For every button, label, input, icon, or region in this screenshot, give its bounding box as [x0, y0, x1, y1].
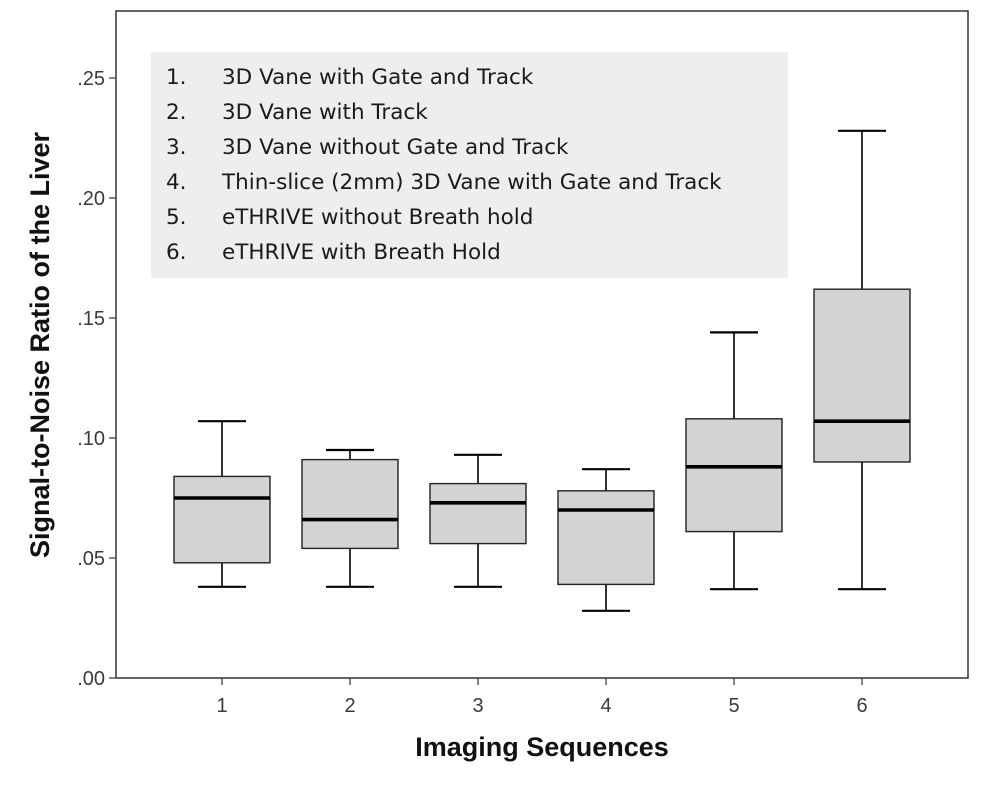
legend-entry-number: 1. — [166, 65, 187, 90]
plot-frame — [115, 10, 969, 679]
box-iqr — [173, 475, 271, 564]
y-axis: .00 .05 .10 .15 .20 .25 — [77, 68, 116, 690]
legend-entry: 5. eTHRIVE without Breath hold — [166, 205, 533, 230]
legend-entry-label: eTHRIVE with Breath Hold — [222, 240, 501, 265]
legend-entry-number: 2. — [166, 100, 187, 125]
y-tick-label: .05 — [77, 548, 105, 570]
box-iqr — [557, 490, 655, 586]
box-2 — [301, 448, 399, 588]
y-axis-title: Signal-to-Noise Ratio of the Liver — [25, 131, 55, 558]
y-tick-label: .10 — [77, 428, 105, 450]
box-5 — [685, 331, 783, 591]
y-tick-label: .00 — [77, 668, 105, 690]
box-iqr — [685, 418, 783, 533]
x-tick-label: 1 — [216, 695, 227, 717]
y-tick-label: .25 — [77, 68, 105, 90]
x-axis: 1 2 3 4 5 6 — [216, 678, 868, 717]
y-tick-label: .20 — [77, 188, 105, 210]
legend-entries: 1. 3D Vane with Gate and Track 2. 3D Vane w… — [166, 65, 722, 265]
legend-entry: 6. eTHRIVE with Breath Hold — [166, 240, 501, 265]
legend-entry: 1. 3D Vane with Gate and Track — [166, 65, 534, 90]
box-4 — [557, 468, 655, 612]
legend-entry-label: Thin-slice (2mm) 3D Vane with Gate and T… — [221, 170, 722, 195]
box-1 — [173, 420, 271, 588]
box-3 — [429, 453, 527, 588]
legend-background — [151, 52, 788, 278]
x-axis-title: Imaging Sequences — [415, 732, 669, 762]
x-tick-label: 2 — [344, 695, 355, 717]
legend-entry-number: 6. — [166, 240, 187, 265]
x-tick-label: 6 — [856, 695, 867, 717]
legend-entry-number: 4. — [166, 170, 187, 195]
legend-entry-number: 3. — [166, 135, 187, 160]
legend-entry: 3. 3D Vane without Gate and Track — [166, 135, 569, 160]
x-tick-label: 3 — [472, 695, 483, 717]
legend-entry: 4. Thin-slice (2mm) 3D Vane with Gate and… — [166, 170, 722, 195]
box-iqr — [429, 482, 527, 545]
legend-entry-label: 3D Vane without Gate and Track — [222, 135, 569, 160]
legend: 1. 3D Vane with Gate and Track 2. 3D Vane w… — [151, 52, 788, 278]
box-series — [173, 129, 911, 612]
box-6 — [813, 129, 911, 591]
box-iqr — [813, 288, 911, 463]
legend-entry: 2. 3D Vane with Track — [166, 100, 428, 125]
legend-entry-number: 5. — [166, 205, 187, 230]
legend-entry-label: 3D Vane with Gate and Track — [222, 65, 534, 90]
legend-entry-label: eTHRIVE without Breath hold — [222, 205, 533, 230]
y-tick-label: .15 — [77, 308, 105, 330]
x-tick-label: 4 — [600, 695, 611, 717]
x-tick-label: 5 — [728, 695, 739, 717]
box-iqr — [301, 458, 399, 550]
legend-entry-label: 3D Vane with Track — [222, 100, 428, 125]
